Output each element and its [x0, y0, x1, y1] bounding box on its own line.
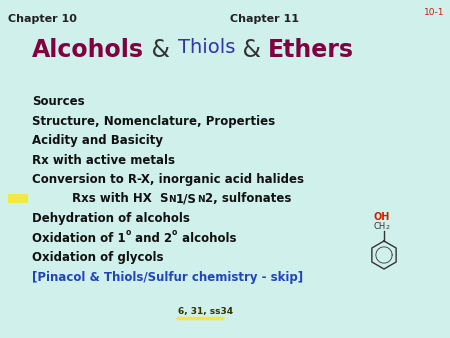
Text: Structure, Nomenclature, Properties: Structure, Nomenclature, Properties	[32, 115, 275, 127]
Text: o: o	[172, 228, 177, 237]
Text: 2: 2	[385, 225, 389, 230]
Text: and 2: and 2	[131, 232, 172, 244]
Text: Ethers: Ethers	[268, 38, 355, 62]
Text: alcohols: alcohols	[177, 232, 236, 244]
Text: Alcohols: Alcohols	[32, 38, 144, 62]
Text: 2, sulfonates: 2, sulfonates	[205, 193, 291, 206]
Text: o: o	[172, 228, 177, 237]
Text: o: o	[126, 228, 131, 237]
Text: Oxidation of 1: Oxidation of 1	[32, 232, 126, 244]
Text: Rxs with HX  S: Rxs with HX S	[72, 193, 168, 206]
Text: Chapter 10: Chapter 10	[8, 14, 77, 24]
Text: N: N	[168, 195, 176, 204]
Text: CH: CH	[374, 222, 386, 231]
Text: Thiols: Thiols	[177, 38, 235, 57]
Text: Oxidation of 1: Oxidation of 1	[32, 232, 126, 244]
Text: Acidity and Basicity: Acidity and Basicity	[32, 134, 163, 147]
Text: and 2: and 2	[131, 232, 172, 244]
Text: N: N	[197, 195, 205, 204]
Text: Rxs with HX  S: Rxs with HX S	[72, 193, 168, 206]
Text: N: N	[197, 195, 205, 204]
Text: Oxidation of glycols: Oxidation of glycols	[32, 251, 163, 264]
Text: Conversion to R-X, inorganic acid halides: Conversion to R-X, inorganic acid halide…	[32, 173, 304, 186]
Text: &: &	[144, 38, 177, 62]
Text: Dehydration of alcohols: Dehydration of alcohols	[32, 212, 190, 225]
Text: 6, 31, ss34: 6, 31, ss34	[178, 307, 233, 316]
Text: &: &	[235, 38, 268, 62]
Text: o: o	[126, 228, 131, 237]
Bar	[8, 193, 28, 202]
Text: N: N	[168, 195, 176, 204]
Text: OH: OH	[373, 212, 389, 222]
Text: 1/S: 1/S	[176, 193, 197, 206]
Text: Chapter 11: Chapter 11	[230, 14, 299, 24]
Text: 10-1: 10-1	[423, 8, 444, 17]
Text: Rx with active metals: Rx with active metals	[32, 153, 175, 167]
Text: [Pinacol & Thiols/Sulfur chemistry - skip]: [Pinacol & Thiols/Sulfur chemistry - ski…	[32, 270, 303, 284]
Text: 1/S: 1/S	[176, 193, 197, 206]
Text: Sources: Sources	[32, 95, 85, 108]
